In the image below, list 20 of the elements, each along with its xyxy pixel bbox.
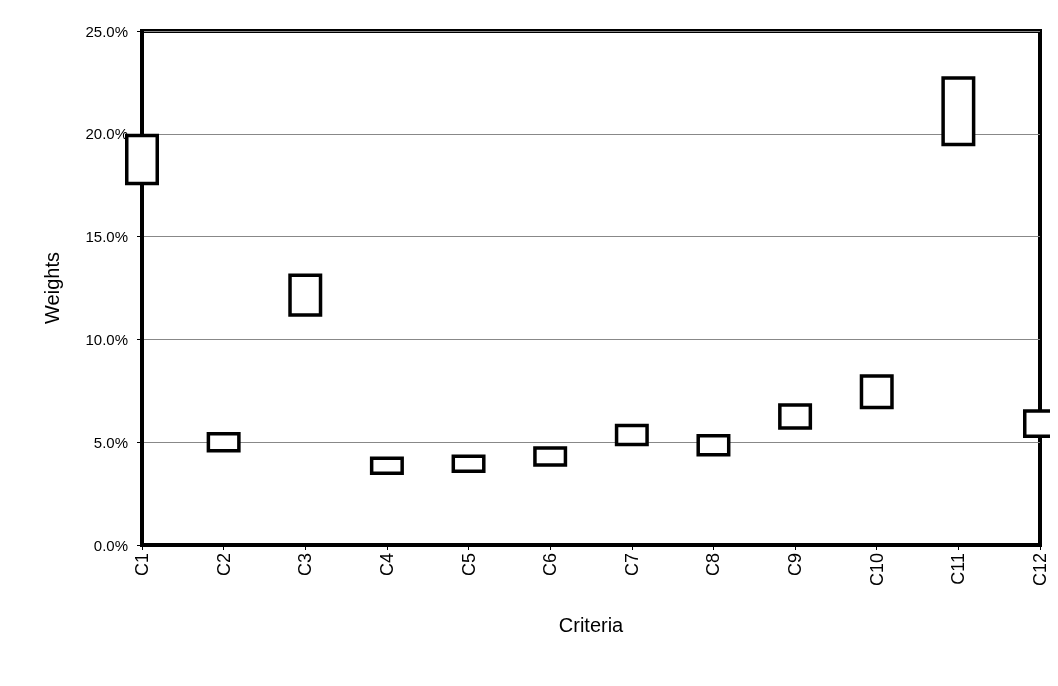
x-tick-label: C5	[458, 553, 479, 577]
x-tick-label: C2	[213, 553, 234, 577]
y-tick-label: 0.0%	[93, 536, 128, 554]
x-tick-label: C8	[703, 553, 724, 577]
x-tick-label: C12	[1030, 553, 1050, 587]
x-tick-label: C11	[948, 553, 969, 585]
y-tick-label: 20.0%	[85, 125, 128, 143]
y-tick-label: 15.0%	[85, 228, 128, 246]
x-tick-label: C4	[376, 553, 397, 577]
x-tick-label: C3	[295, 553, 316, 577]
x-tick-label: C9	[785, 553, 806, 577]
y-tick-label: 5.0%	[93, 433, 128, 451]
x-axis-title: Criteria	[558, 614, 625, 636]
x-tick-label: C7	[621, 553, 642, 577]
y-axis-title: Weights	[41, 252, 63, 324]
x-tick-label: C6	[540, 553, 561, 577]
y-tick-label: 10.0%	[85, 330, 128, 348]
x-tick-label: C10	[866, 553, 887, 587]
x-tick-label: C1	[132, 553, 152, 577]
y-tick-label: 25.0%	[85, 22, 128, 40]
